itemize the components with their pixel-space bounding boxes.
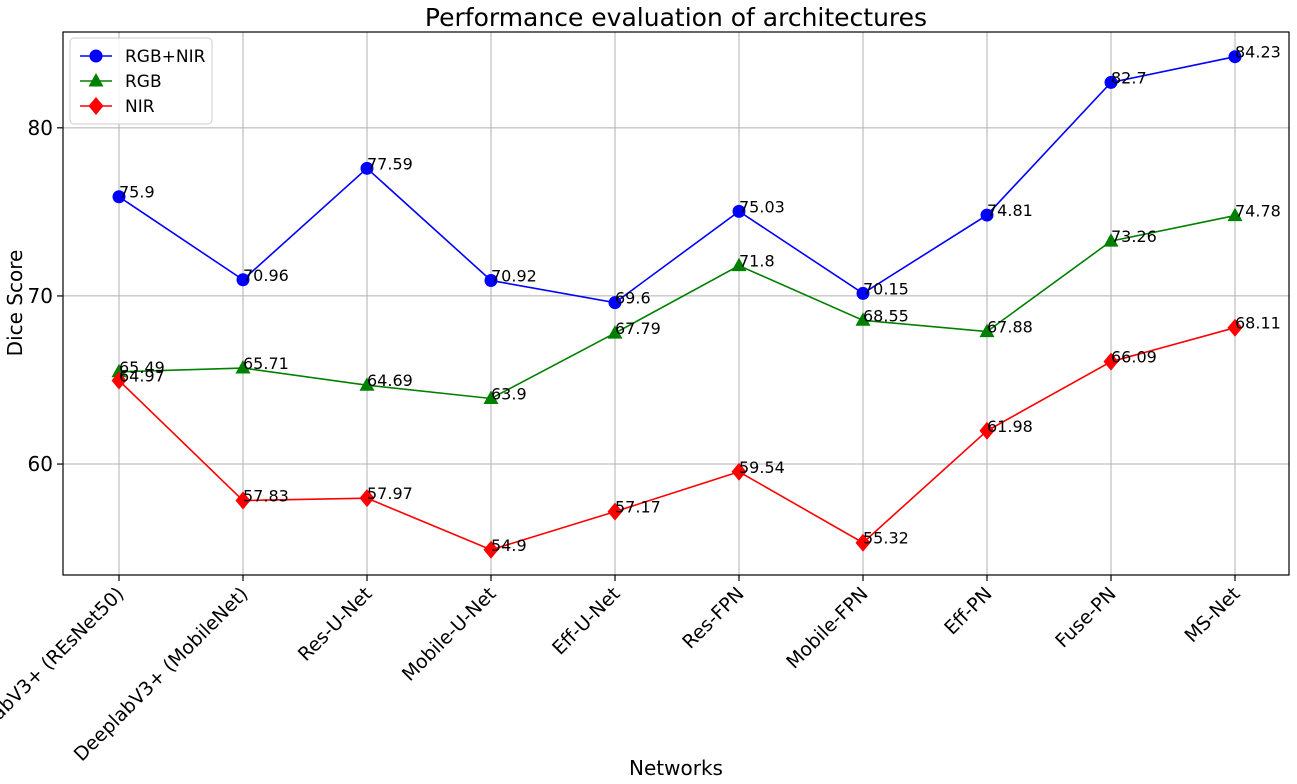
y-axis-label: Dice Score <box>3 250 27 357</box>
legend-label-rgb: RGB <box>125 72 162 92</box>
data-point <box>111 371 127 390</box>
series-nir <box>111 318 1243 559</box>
data-label: 64.69 <box>367 371 413 390</box>
y-axis-ticks: 60 70 80 <box>28 116 63 476</box>
data-labels: 75.9 70.96 77.59 70.92 69.6 75.03 70.15 74.81 82… <box>119 43 1281 555</box>
x-tick-label: Res-U-Net <box>294 583 377 666</box>
data-point <box>608 296 622 310</box>
data-point <box>359 489 375 508</box>
data-point <box>483 540 499 559</box>
y-tick-label: 80 <box>28 116 53 140</box>
data-label: 68.11 <box>1235 314 1281 333</box>
data-point <box>360 161 374 175</box>
series-line-rgb <box>118 214 1236 400</box>
series-layer <box>111 50 1243 559</box>
data-label: 71.8 <box>739 252 775 271</box>
data-point <box>607 325 623 339</box>
data-label: 63.9 <box>491 384 527 403</box>
data-point <box>483 390 499 404</box>
data-point <box>1104 75 1118 89</box>
data-point <box>731 462 747 481</box>
legend-box <box>69 37 213 125</box>
y-tick-label: 70 <box>28 284 53 308</box>
data-label: 64.97 <box>119 366 165 385</box>
data-point <box>1227 207 1243 222</box>
grid <box>63 32 1289 575</box>
legend-marker-nir <box>88 97 104 115</box>
x-tick-label: Eff-PN <box>940 583 996 639</box>
data-label: 75.9 <box>119 183 155 202</box>
data-point <box>1227 318 1243 337</box>
data-label: 65.49 <box>119 358 165 377</box>
x-axis-ticks: DeeplabV3+ (REsNet50)DeeplabV3+ (MobileN… <box>0 575 1245 766</box>
data-label: 70.15 <box>863 279 909 298</box>
y-tick-label: 60 <box>28 452 53 476</box>
plot-frame <box>62 31 1290 576</box>
data-label: 77.59 <box>367 154 413 173</box>
legend-label-rgb-nir: RGB+NIR <box>125 47 206 67</box>
series-rgb-nir <box>112 50 1242 310</box>
data-label: 61.98 <box>987 417 1033 436</box>
x-tick-label: Fuse-PN <box>1051 583 1120 652</box>
series-line-nir <box>118 326 1236 551</box>
data-label: 59.54 <box>739 458 785 477</box>
x-tick-label: MS-Net <box>1180 583 1244 647</box>
data-point <box>236 273 250 287</box>
data-point <box>235 360 251 374</box>
data-label: 57.97 <box>367 484 413 503</box>
data-point <box>979 323 995 338</box>
data-label: 57.83 <box>243 487 289 506</box>
data-point <box>484 273 498 287</box>
series-rgb <box>111 207 1243 404</box>
data-point <box>1103 352 1119 371</box>
data-point <box>855 312 871 326</box>
data-label: 70.92 <box>491 266 537 285</box>
data-label: 75.03 <box>739 197 785 216</box>
chart-title: Performance evaluation of architectures <box>425 3 927 32</box>
data-point <box>1228 50 1242 64</box>
data-label: 54.9 <box>491 536 527 555</box>
data-label: 68.55 <box>863 306 909 325</box>
data-label: 67.79 <box>615 319 661 338</box>
data-point <box>855 533 871 552</box>
legend: RGB+NIR RGB NIR <box>69 37 213 125</box>
data-point <box>856 286 870 300</box>
data-point <box>731 257 747 272</box>
data-label: 57.17 <box>615 498 661 517</box>
x-axis-label: Networks <box>629 756 723 780</box>
data-point <box>235 491 251 510</box>
data-point <box>111 363 127 378</box>
data-label: 70.96 <box>243 266 289 285</box>
data-label: 55.32 <box>863 529 909 548</box>
data-label: 67.88 <box>987 318 1033 337</box>
data-label: 65.71 <box>243 354 289 373</box>
data-label: 73.26 <box>1111 227 1157 246</box>
data-point <box>607 502 623 521</box>
data-label: 74.78 <box>1235 202 1281 221</box>
legend-label-nir: NIR <box>125 97 155 117</box>
x-tick-label: Mobile-FPN <box>782 583 872 673</box>
data-point <box>732 204 746 218</box>
data-label: 82.7 <box>1111 68 1147 87</box>
data-label: 69.6 <box>615 289 651 308</box>
series-line-rgb-nir <box>118 55 1236 304</box>
data-point <box>359 377 375 391</box>
data-point <box>979 421 995 440</box>
x-tick-label: Eff-U-Net <box>548 583 624 659</box>
data-label: 66.09 <box>1111 348 1157 367</box>
data-label: 74.81 <box>987 201 1033 220</box>
legend-marker-rgb-nir <box>89 49 103 63</box>
data-point <box>1103 233 1119 247</box>
data-point <box>112 190 126 204</box>
legend-marker-rgb <box>88 73 104 87</box>
x-tick-label: Res-FPN <box>678 583 748 653</box>
data-point <box>980 208 994 222</box>
data-label: 84.23 <box>1235 43 1281 62</box>
x-tick-label: Mobile-U-Net <box>398 583 501 686</box>
